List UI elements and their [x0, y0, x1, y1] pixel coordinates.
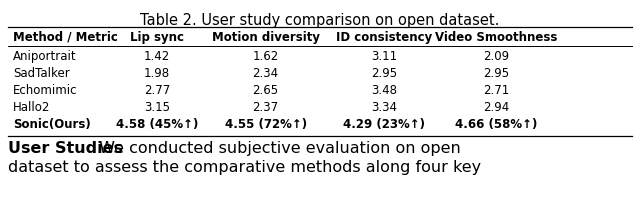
Text: 2.77: 2.77 [143, 84, 170, 97]
Text: Hallo2: Hallo2 [13, 100, 50, 113]
Text: Echomimic: Echomimic [13, 84, 77, 97]
Text: 2.09: 2.09 [483, 50, 509, 63]
Text: 3.48: 3.48 [371, 84, 397, 97]
Text: 2.37: 2.37 [253, 100, 278, 113]
Text: 4.66 (58%↑): 4.66 (58%↑) [455, 117, 537, 130]
Text: 2.34: 2.34 [253, 67, 278, 80]
Text: We conducted subjective evaluation on open: We conducted subjective evaluation on op… [94, 140, 461, 155]
Text: Video Smoothness: Video Smoothness [435, 31, 557, 44]
Text: 2.94: 2.94 [483, 100, 509, 113]
Text: 3.15: 3.15 [144, 100, 170, 113]
Text: 1.42: 1.42 [143, 50, 170, 63]
Text: 1.62: 1.62 [252, 50, 279, 63]
Text: Sonic(Ours): Sonic(Ours) [13, 117, 90, 130]
Text: User Studies: User Studies [8, 140, 123, 155]
Text: 2.65: 2.65 [253, 84, 278, 97]
Text: SadTalker: SadTalker [13, 67, 70, 80]
Text: Aniportrait: Aniportrait [13, 50, 76, 63]
Text: Motion diversity: Motion diversity [212, 31, 319, 44]
Text: Method / Metric: Method / Metric [13, 31, 118, 44]
Text: 3.34: 3.34 [371, 100, 397, 113]
Text: 4.55 (72%↑): 4.55 (72%↑) [225, 117, 307, 130]
Text: 3.11: 3.11 [371, 50, 397, 63]
Text: Lip sync: Lip sync [130, 31, 184, 44]
Text: 4.29 (23%↑): 4.29 (23%↑) [343, 117, 425, 130]
Text: 4.58 (45%↑): 4.58 (45%↑) [116, 117, 198, 130]
Text: 1.98: 1.98 [144, 67, 170, 80]
Text: Table 2. User study comparison on open dataset.: Table 2. User study comparison on open d… [140, 13, 500, 28]
Text: 2.71: 2.71 [483, 84, 509, 97]
Text: 2.95: 2.95 [371, 67, 397, 80]
Text: 2.95: 2.95 [483, 67, 509, 80]
Text: ID consistency: ID consistency [336, 31, 432, 44]
Text: dataset to assess the comparative methods along four key: dataset to assess the comparative method… [8, 159, 481, 174]
